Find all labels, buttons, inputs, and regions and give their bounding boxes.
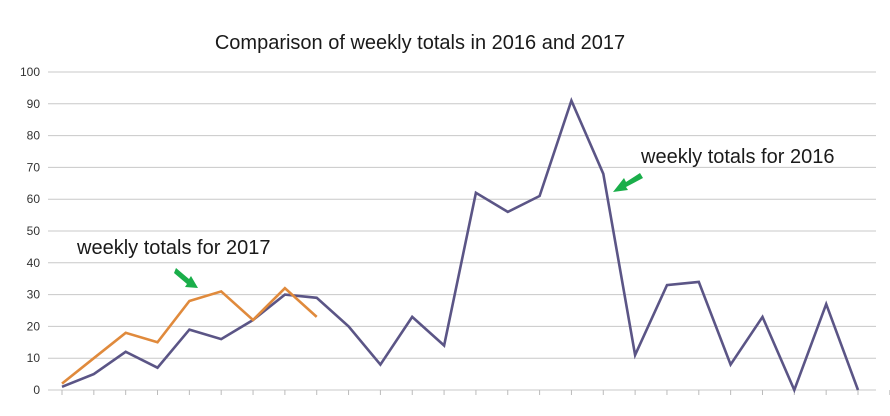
y-tick-label: 60 xyxy=(27,192,41,206)
y-tick-label: 100 xyxy=(20,65,40,79)
y-tick-label: 40 xyxy=(27,256,41,270)
y-tick-label: 90 xyxy=(27,97,41,111)
y-tick-label: 20 xyxy=(27,319,41,333)
y-axis-ticks: 0 10 20 30 40 50 60 70 80 90 100 xyxy=(20,65,40,397)
series-line xyxy=(61,96,860,394)
annotation-2017: weekly totals for 2017 xyxy=(76,237,270,259)
y-tick-label: 0 xyxy=(33,383,40,397)
annotation-2016: weekly totals for 2016 xyxy=(640,146,834,168)
x-axis-ticks xyxy=(61,390,890,395)
y-tick-label: 10 xyxy=(27,351,41,365)
y-tick-label: 80 xyxy=(27,129,41,143)
arrow-2017-icon xyxy=(174,268,198,288)
y-tick-label: 50 xyxy=(27,224,41,238)
y-tick-label: 70 xyxy=(27,160,41,174)
y-tick-label: 30 xyxy=(27,288,41,302)
series-lines xyxy=(61,96,860,394)
arrow-2016-icon xyxy=(613,173,643,192)
gridlines xyxy=(48,71,876,391)
series-line xyxy=(61,286,318,385)
chart-title: Comparison of weekly totals in 2016 and … xyxy=(215,32,625,54)
